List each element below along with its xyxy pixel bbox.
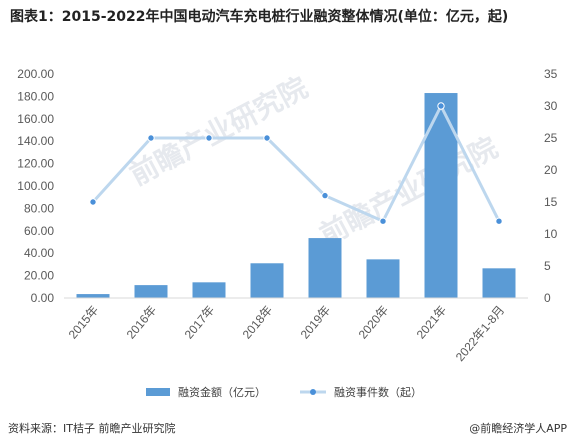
left-axis-ticks: 0.00 20.00 40.00 60.00 80.00 100.00 120.00 140.… <box>17 67 54 305</box>
x-tick-label: 2015年 <box>66 303 102 342</box>
x-tick-label: 2019年 <box>298 303 334 342</box>
line-point <box>89 198 97 206</box>
x-tick-label: 2018年 <box>240 303 276 342</box>
brand-label: @前瞻经济学人APP <box>469 422 567 435</box>
line-point <box>437 102 445 110</box>
legend-bar-swatch <box>146 388 170 396</box>
line-point <box>379 217 387 225</box>
line-series <box>89 102 503 225</box>
y-right-tick: 25 <box>544 131 558 145</box>
series-line <box>91 104 501 223</box>
line-point <box>205 134 213 142</box>
legend-label: 融资金额（亿元） <box>178 385 266 399</box>
y-right-tick: 10 <box>544 227 558 241</box>
y-right-tick: 20 <box>544 163 558 177</box>
bar <box>424 93 458 298</box>
y-right-tick: 15 <box>544 195 558 209</box>
line-point <box>495 217 503 225</box>
bar <box>250 263 284 298</box>
y-left-tick: 80.00 <box>24 201 54 215</box>
line-point <box>263 134 271 142</box>
y-left-tick: 20.00 <box>24 269 54 283</box>
y-left-tick: 40.00 <box>24 246 54 260</box>
bar <box>192 282 226 298</box>
y-right-tick: 35 <box>544 67 558 81</box>
bar <box>134 285 168 298</box>
y-left-tick: 140.00 <box>17 134 54 148</box>
x-tick-label: 2017年 <box>182 303 218 342</box>
x-tick-label: 2022年1-8月 <box>453 303 507 364</box>
y-left-tick: 160.00 <box>17 112 54 126</box>
bar <box>308 238 342 298</box>
y-right-tick: 30 <box>544 99 558 113</box>
y-left-tick: 120.00 <box>17 157 54 171</box>
line-point <box>147 134 155 142</box>
y-left-tick: 180.00 <box>17 89 54 103</box>
chart: 0.00 20.00 40.00 60.00 80.00 100.00 120.00 140.… <box>17 67 558 399</box>
bar <box>76 294 110 298</box>
y-left-tick: 100.00 <box>17 179 54 193</box>
y-left-tick: 60.00 <box>24 224 54 238</box>
x-axis-labels: 2015年 2016年 2017年 2018年 2019年 2020年 2021年 2022年… <box>66 303 508 364</box>
y-right-tick: 5 <box>544 259 551 273</box>
source-note: 资料来源：IT桔子 前瞻产业研究院 <box>8 422 176 435</box>
bar <box>482 268 516 298</box>
legend-line-marker <box>310 389 316 395</box>
bar <box>366 259 400 298</box>
line-point <box>321 191 329 200</box>
y-left-tick: 200.00 <box>17 67 54 81</box>
x-tick-label: 2020年 <box>356 303 392 342</box>
legend: 融资金额（亿元） 融资事件数（起） <box>146 385 422 399</box>
chart-title: 图表1：2015-2022年中国电动汽车充电桩行业融资整体情况(单位：亿元，起) <box>10 9 509 25</box>
y-right-tick: 0 <box>544 291 551 305</box>
x-tick-label: 2021年 <box>414 303 450 342</box>
right-axis-ticks: 0 5 10 15 20 25 30 35 <box>544 67 558 305</box>
legend-label: 融资事件数（起） <box>334 386 422 399</box>
y-left-tick: 0.00 <box>31 291 55 305</box>
x-tick-label: 2016年 <box>124 303 160 342</box>
